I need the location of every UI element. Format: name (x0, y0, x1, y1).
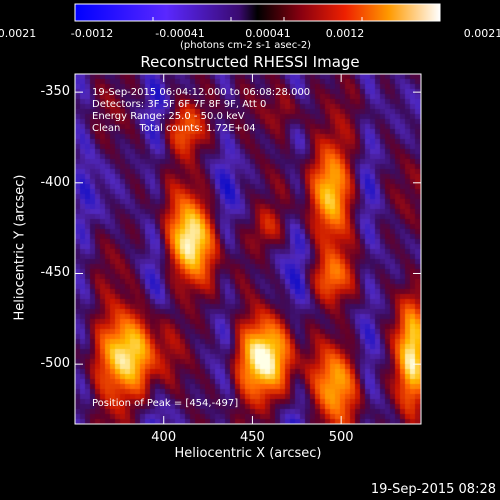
x-axis-label: Heliocentric X (arcsec) (174, 446, 322, 461)
colorbar-tick-label: 0.0021 (463, 27, 500, 40)
x-tick-label: 400 (151, 430, 177, 445)
annotation-time-range: 19-Sep-2015 06:04:12.000 to 06:08:28.000 (92, 87, 311, 98)
colorbar-tick-label: -0.0021 (0, 27, 37, 40)
colorbar-tick-label: -0.0012 (70, 27, 114, 40)
annotation-clean-counts: Clean Total counts: 1.72E+04 (92, 123, 256, 134)
colorbar-tick-marks (74, 17, 441, 21)
y-axis-label: Heliocentric Y (arcsec) (12, 174, 28, 321)
y-tick-label: -450 (40, 265, 70, 281)
y-tick-label: -500 (40, 356, 70, 372)
axis-tick-marks (75, 74, 421, 424)
date-stamp: 19-Sep-2015 08:28 (370, 482, 496, 497)
colorbar-unit-label: (photons cm-2 s-1 asec-2) (180, 40, 312, 51)
heatmap-image (75, 74, 421, 424)
peak-position-label: Position of Peak = [454,-497] (92, 398, 239, 409)
colorbar-tick-label: 0.0012 (325, 27, 365, 40)
x-tick-label: 450 (240, 430, 265, 445)
annotation-detectors: Detectors: 3F 5F 6F 7F 8F 9F, Att 0 (92, 99, 267, 110)
colorbar-tick-label: 0.00041 (245, 27, 291, 40)
chart-title: Reconstructed RHESSI Image (140, 53, 360, 71)
colorbar (74, 3, 441, 22)
x-tick-label: 500 (328, 430, 354, 445)
y-tick-label: -350 (40, 84, 70, 100)
y-tick-label: -400 (40, 174, 70, 190)
colorbar-tick-label: -0.00041 (155, 27, 205, 40)
annotation-energy-range: Energy Range: 25.0 - 50.0 keV (92, 111, 245, 122)
